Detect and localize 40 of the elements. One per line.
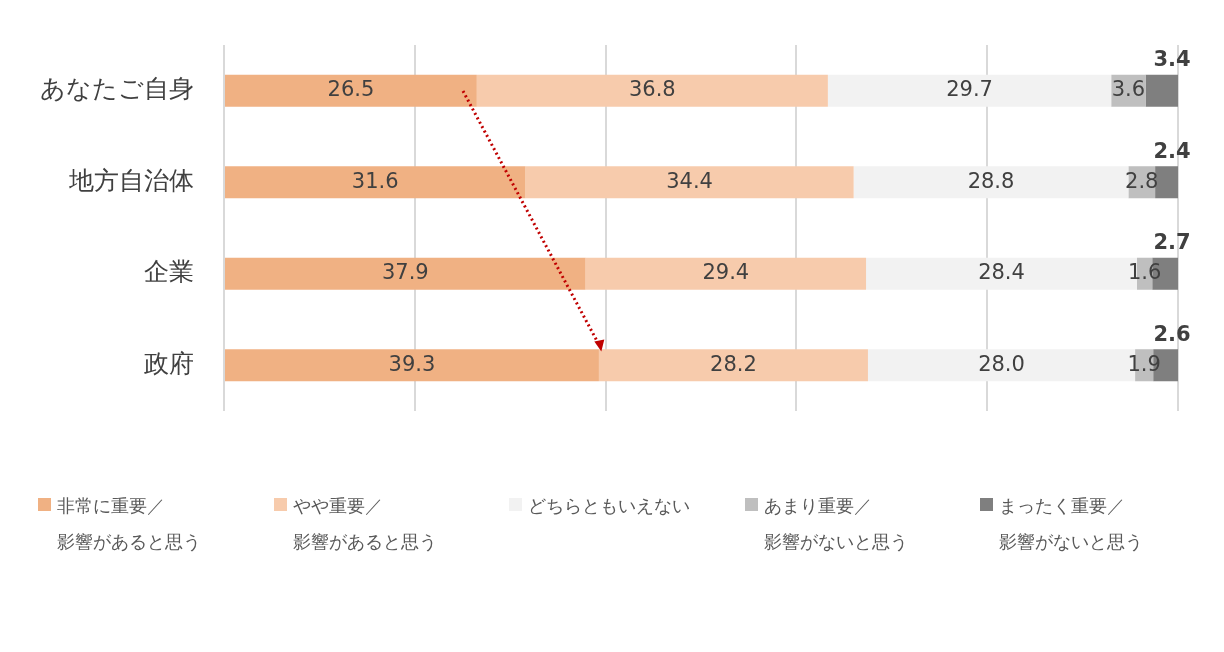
data-label: 3.6	[1111, 77, 1146, 102]
bar	[225, 74, 477, 107]
bar	[476, 74, 828, 107]
data-label: 28.2	[710, 351, 757, 376]
bar	[225, 257, 586, 290]
data-label: 39.3	[388, 351, 436, 376]
data-label: 1.9	[1127, 351, 1161, 376]
data-label: 2.8	[1125, 168, 1159, 193]
y-tick-label: 政府	[144, 348, 194, 378]
data-label: 31.6	[351, 168, 399, 193]
bar	[1155, 166, 1178, 199]
legend-label: 非常に重要／影響があると思う	[57, 494, 202, 554]
bar	[525, 166, 854, 199]
legend-label: やや重要／影響があると思う	[292, 494, 438, 554]
data-label: 2.6	[1153, 321, 1191, 346]
data-label: 34.4	[666, 168, 713, 193]
y-tick-label: あなたご自身	[40, 74, 194, 104]
data-label: 28.4	[978, 260, 1025, 285]
data-label: 3.4	[1153, 47, 1191, 72]
data-label: 36.8	[628, 77, 676, 102]
bar	[225, 349, 599, 382]
legend-label: まったく重要／影響がないと思う	[999, 494, 1145, 554]
legend-label: あまり重要／影響がないと思う	[763, 494, 909, 554]
bar	[598, 349, 868, 382]
data-label: 26.5	[327, 77, 375, 102]
data-label: 28.8	[967, 168, 1015, 193]
legend-label: どちらともいえない	[528, 494, 691, 518]
y-tick-label: 企業	[144, 257, 194, 287]
bar	[1145, 74, 1178, 107]
data-label: 1.6	[1127, 260, 1162, 285]
data-label: 29.7	[946, 77, 993, 102]
y-tick-label: 地方自治体	[68, 165, 194, 195]
bar	[827, 74, 1112, 107]
data-label: 2.7	[1153, 230, 1191, 255]
data-label: 37.9	[381, 260, 429, 285]
data-label: 2.4	[1153, 138, 1191, 163]
data-label: 29.4	[702, 260, 750, 285]
data-label: 28.0	[978, 351, 1025, 376]
bar	[225, 166, 526, 199]
bar	[585, 257, 867, 290]
